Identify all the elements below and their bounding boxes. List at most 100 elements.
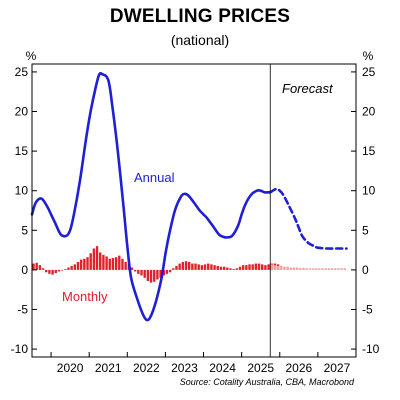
forecast-label: Forecast — [282, 81, 334, 96]
monthly-bar — [238, 266, 242, 270]
monthly-forecast-bar — [334, 268, 337, 270]
x-tick-label: 2020 — [57, 361, 84, 375]
y-tick-label-left: -10 — [11, 342, 29, 356]
monthly-bar — [235, 268, 239, 270]
monthly-bar — [197, 264, 200, 270]
monthly-bar — [73, 264, 77, 270]
monthly-bar — [57, 269, 61, 272]
monthly-bar — [254, 263, 258, 270]
monthly-bar — [248, 264, 251, 270]
monthly-bar — [60, 269, 64, 271]
monthly-forecast-bar — [286, 266, 289, 270]
monthly-bar — [194, 263, 197, 270]
monthly-bar — [76, 261, 80, 270]
monthly-bar — [130, 267, 134, 270]
monthly-bar — [226, 267, 229, 270]
monthly-forecast-bar — [308, 268, 312, 270]
chart-title: DWELLING PRICES — [109, 6, 291, 27]
monthly-bar — [111, 258, 115, 270]
monthly-forecast-bar — [276, 265, 280, 270]
monthly-bar — [143, 269, 146, 278]
monthly-forecast-bar — [289, 267, 293, 270]
y-tick-label-right: -5 — [362, 302, 373, 316]
monthly-bar — [181, 261, 185, 270]
monthly-bar — [251, 264, 254, 270]
monthly-bar — [241, 265, 245, 270]
monthly-bars — [32, 246, 347, 283]
monthly-bar — [137, 269, 140, 274]
annual-lines — [30, 71, 348, 322]
monthly-forecast-bar — [273, 265, 277, 270]
monthly-forecast-bar — [343, 268, 347, 270]
monthly-bar — [92, 248, 96, 270]
monthly-bar — [95, 246, 99, 270]
y-tick-label-left: 0 — [21, 263, 28, 277]
monthly-bar — [64, 269, 67, 270]
monthly-forecast-bar — [280, 265, 283, 270]
monthly-bar — [121, 258, 124, 270]
monthly-bar — [200, 265, 204, 270]
monthly-label: Monthly — [62, 289, 108, 304]
monthly-bar — [203, 264, 207, 270]
monthly-bar — [261, 264, 264, 270]
monthly-forecast-bar — [302, 267, 305, 270]
monthly-forecast-bar — [315, 268, 318, 270]
x-tick-label: 2027 — [324, 361, 351, 375]
y-tick-label-left: -5 — [17, 302, 28, 316]
monthly-bar — [108, 258, 111, 270]
monthly-bar — [48, 269, 51, 274]
monthly-forecast-bar — [299, 267, 302, 270]
monthly-bar — [32, 263, 35, 270]
monthly-bar — [257, 263, 261, 270]
monthly-bar — [187, 261, 191, 270]
monthly-bar — [118, 255, 121, 270]
monthly-bar — [210, 264, 213, 270]
monthly-forecast-bar — [337, 268, 340, 270]
monthly-bar — [146, 269, 150, 281]
monthly-bar — [216, 265, 219, 270]
monthly-forecast-bar — [330, 268, 334, 270]
monthly-bar — [86, 257, 89, 270]
monthly-bar — [165, 269, 169, 274]
monthly-bar — [70, 265, 73, 270]
monthly-bar — [178, 263, 181, 270]
y-tick-label-right: 25 — [362, 65, 376, 79]
monthly-forecast-bar — [305, 268, 308, 270]
monthly-bar — [175, 265, 178, 270]
monthly-bar — [35, 262, 38, 270]
x-tick-label: 2026 — [285, 361, 312, 375]
annual-forecast-line — [268, 187, 348, 250]
monthly-bar — [267, 264, 270, 270]
monthly-bar — [114, 257, 118, 270]
y-tick-label-right: -10 — [362, 342, 380, 356]
monthly-forecast-bar — [340, 268, 343, 270]
monthly-bar — [184, 261, 188, 270]
monthly-forecast-bar — [283, 266, 286, 270]
monthly-bar — [38, 265, 42, 270]
monthly-bar — [191, 263, 194, 270]
monthly-bar — [140, 269, 143, 276]
monthly-forecast-bar — [295, 267, 299, 270]
monthly-bar — [133, 269, 137, 272]
chart-subtitle: (national) — [170, 32, 230, 48]
x-tick-label: 2022 — [133, 361, 160, 375]
x-tick-label: 2024 — [209, 361, 236, 375]
monthly-bar — [102, 254, 105, 270]
monthly-bar — [99, 252, 102, 270]
y-tick-label-right: 0 — [362, 263, 369, 277]
y-tick-label-right: 15 — [362, 144, 376, 158]
x-tick-label: 2025 — [247, 361, 274, 375]
plot-border — [31, 63, 357, 358]
monthly-bar — [149, 269, 153, 283]
x-tick-label: 2023 — [171, 361, 198, 375]
monthly-bar — [153, 269, 156, 282]
monthly-bar — [51, 269, 54, 275]
monthly-bar — [105, 256, 108, 270]
monthly-bar — [207, 263, 210, 270]
monthly-forecast-bar — [318, 268, 321, 270]
monthly-bar — [168, 269, 172, 273]
monthly-forecast-bar — [270, 264, 273, 270]
y-tick-label-left: 15 — [15, 144, 29, 158]
monthly-bar — [83, 258, 86, 270]
